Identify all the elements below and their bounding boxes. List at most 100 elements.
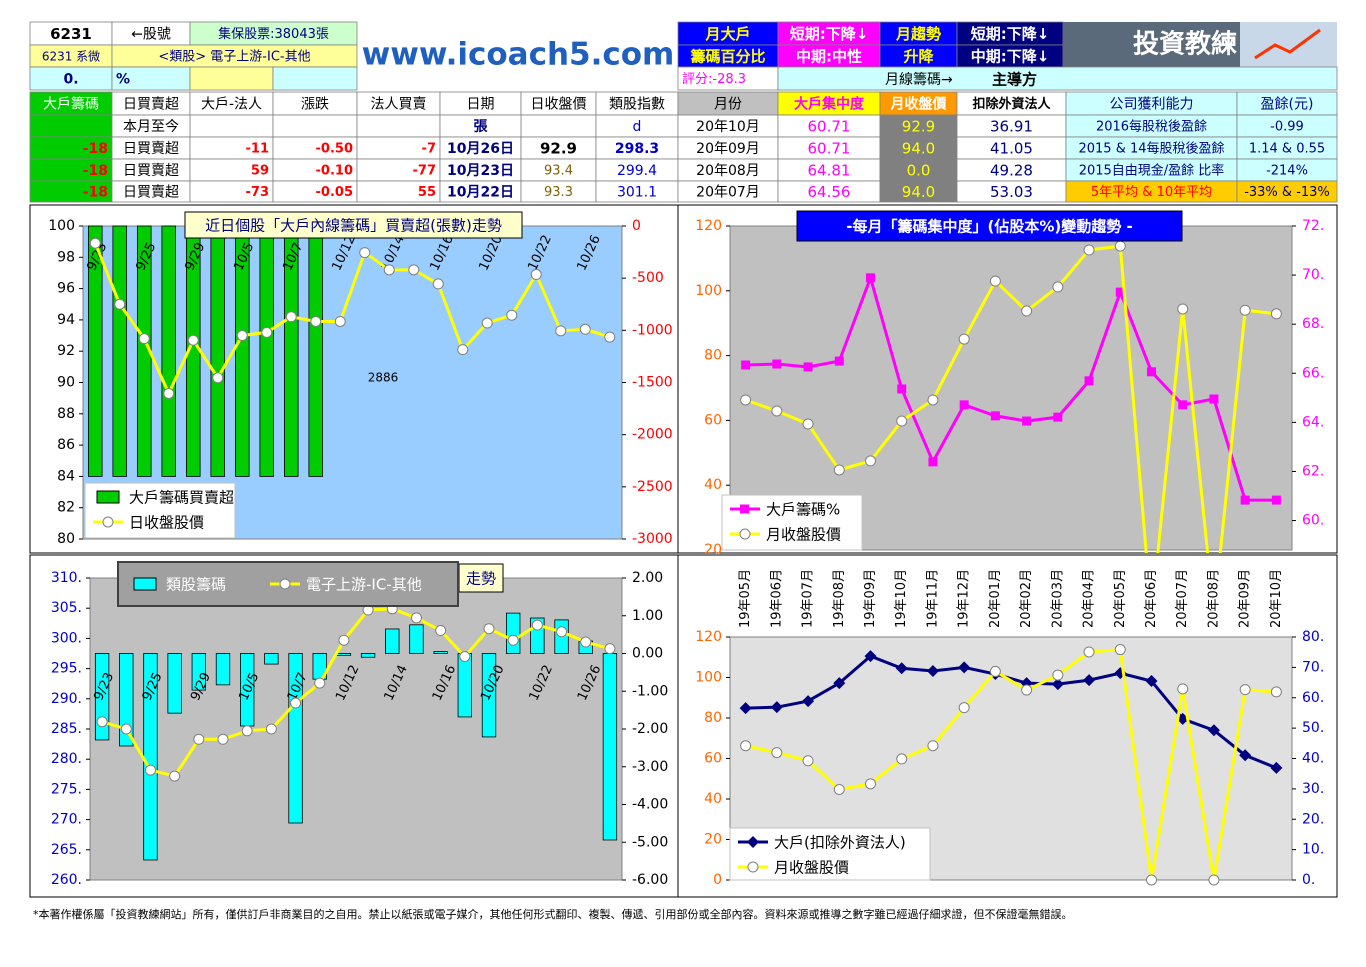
cell-text: 94.0: [902, 140, 935, 158]
marker: [928, 457, 938, 467]
cell-text: 36.91: [990, 118, 1033, 136]
marker: [833, 783, 845, 795]
cell-text: 月大戶: [704, 25, 750, 43]
marker: [1115, 287, 1125, 297]
y2-tick-label: 30.: [1302, 781, 1324, 797]
cell-text: -18: [83, 141, 108, 157]
marker: [310, 315, 322, 327]
title-box: [796, 210, 1183, 242]
legend-marker: [739, 528, 751, 540]
cell-text: 10月23日: [447, 163, 514, 179]
marker: [1084, 376, 1094, 386]
legend-marker: [747, 836, 759, 848]
cell-text: -33% & -13%: [1244, 185, 1330, 200]
y2-tick-label: -2000: [632, 427, 673, 443]
cell-text: 中期:下降↓: [971, 48, 1050, 66]
marker: [193, 733, 205, 745]
cell-text: 升降: [903, 48, 934, 66]
chart-title: -每月「籌碼集中度」(佔股本%)變動趨勢 -: [846, 218, 1132, 236]
y-tick-label: 295.: [51, 661, 82, 677]
y-tick-label: 120: [695, 629, 722, 645]
cell-text: 20年09月: [696, 141, 760, 157]
y2-tick-label: -4.00: [632, 797, 668, 813]
x-tick-label: 19年07月: [801, 569, 816, 628]
legend-marker: [102, 516, 114, 528]
x-tick-label: 20年08月: [1206, 569, 1221, 628]
cell-text: 日買賣超: [123, 163, 179, 179]
marker: [1021, 684, 1033, 696]
marker: [1146, 874, 1157, 886]
y2-tick-label: -2500: [632, 479, 673, 495]
marker: [959, 400, 969, 410]
cell-text: 94.0: [902, 183, 935, 201]
marker: [1239, 684, 1251, 696]
marker: [802, 695, 815, 708]
cell-text: -11: [246, 142, 270, 157]
bar: [481, 653, 497, 738]
y-tick-label: 285.: [51, 721, 82, 737]
cell-text: 64.56: [808, 183, 851, 201]
marker: [865, 778, 876, 790]
cell-text: 6231: [50, 25, 92, 43]
legend-swatch: [133, 577, 157, 591]
cell-text: 1.14 & 0.55: [1249, 142, 1325, 157]
marker: [89, 237, 101, 249]
cell-text: 41.05: [990, 140, 1033, 158]
cell-text: 評分:-28.3: [682, 72, 746, 87]
marker: [236, 330, 248, 342]
marker: [169, 770, 181, 782]
cell-text: 日買賣超: [123, 97, 179, 113]
y-tick-label: 0: [713, 872, 722, 888]
bar: [264, 653, 279, 665]
legend-label: 大戶籌碼%: [766, 501, 840, 519]
marker: [507, 634, 519, 646]
marker: [741, 360, 751, 370]
y-tick-label: 290.: [51, 691, 82, 707]
marker: [1209, 394, 1219, 404]
y-tick-label: 300.: [51, 630, 82, 646]
y2-tick-label: 64.: [1302, 414, 1324, 430]
cell-text: -0.99: [1270, 120, 1304, 135]
marker: [927, 394, 939, 406]
marker: [1051, 678, 1064, 691]
marker: [1114, 644, 1126, 656]
x-tick-label: 19年05月: [738, 569, 753, 628]
y-tick-label: 20: [704, 832, 722, 848]
brand-arrow: [1254, 28, 1321, 60]
marker: [864, 650, 877, 663]
y-tick-label: 92: [57, 343, 75, 359]
legend-label: 大戶(扣除外資法人): [774, 834, 906, 852]
marker: [212, 372, 224, 384]
cell-text: 日買賣超: [123, 141, 179, 157]
cell-text: 93.4: [544, 164, 573, 179]
cell-text: 短期:下降↓: [971, 25, 1050, 43]
x-tick-label: 20年06月: [1144, 569, 1159, 628]
marker: [1052, 669, 1064, 681]
line: [745, 244, 1277, 553]
cell-text: -214%: [1266, 164, 1308, 179]
marker: [435, 625, 447, 637]
marker: [1270, 686, 1282, 698]
cell-text: 20年07月: [696, 185, 760, 201]
y2-tick-label: 70.: [1302, 659, 1324, 675]
cell-text: 盈餘(元): [1261, 96, 1314, 113]
cell-text: 0.0: [907, 162, 931, 180]
marker: [1177, 683, 1189, 695]
monthly-label: 月線籌碼→: [885, 72, 953, 88]
cell: [1236, 180, 1338, 203]
cell: [189, 66, 274, 91]
y-tick-label: 40: [704, 477, 722, 493]
cell: [189, 114, 274, 138]
marker: [163, 387, 175, 399]
marker: [556, 626, 568, 638]
marker: [241, 725, 253, 737]
y2-tick-label: 40.: [1302, 751, 1324, 767]
marker: [1021, 305, 1033, 317]
marker: [481, 317, 493, 329]
cell-text: 日收盤價: [531, 96, 587, 113]
cell-text: 日買賣超: [123, 185, 179, 201]
bar: [385, 628, 400, 654]
cell-text: -77: [413, 164, 437, 179]
marker: [958, 333, 970, 345]
cell-text: 類股指數: [609, 97, 665, 113]
